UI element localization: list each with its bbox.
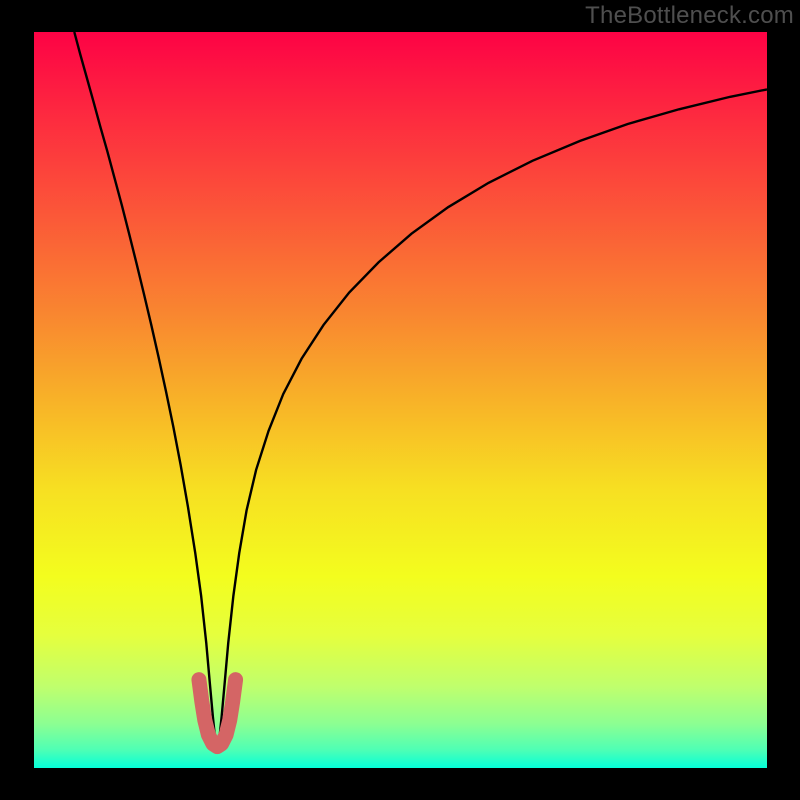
plot-background xyxy=(34,32,767,768)
watermark-text: TheBottleneck.com xyxy=(585,2,794,30)
chart-svg xyxy=(0,0,800,800)
page-root: TheBottleneck.com xyxy=(0,0,800,800)
